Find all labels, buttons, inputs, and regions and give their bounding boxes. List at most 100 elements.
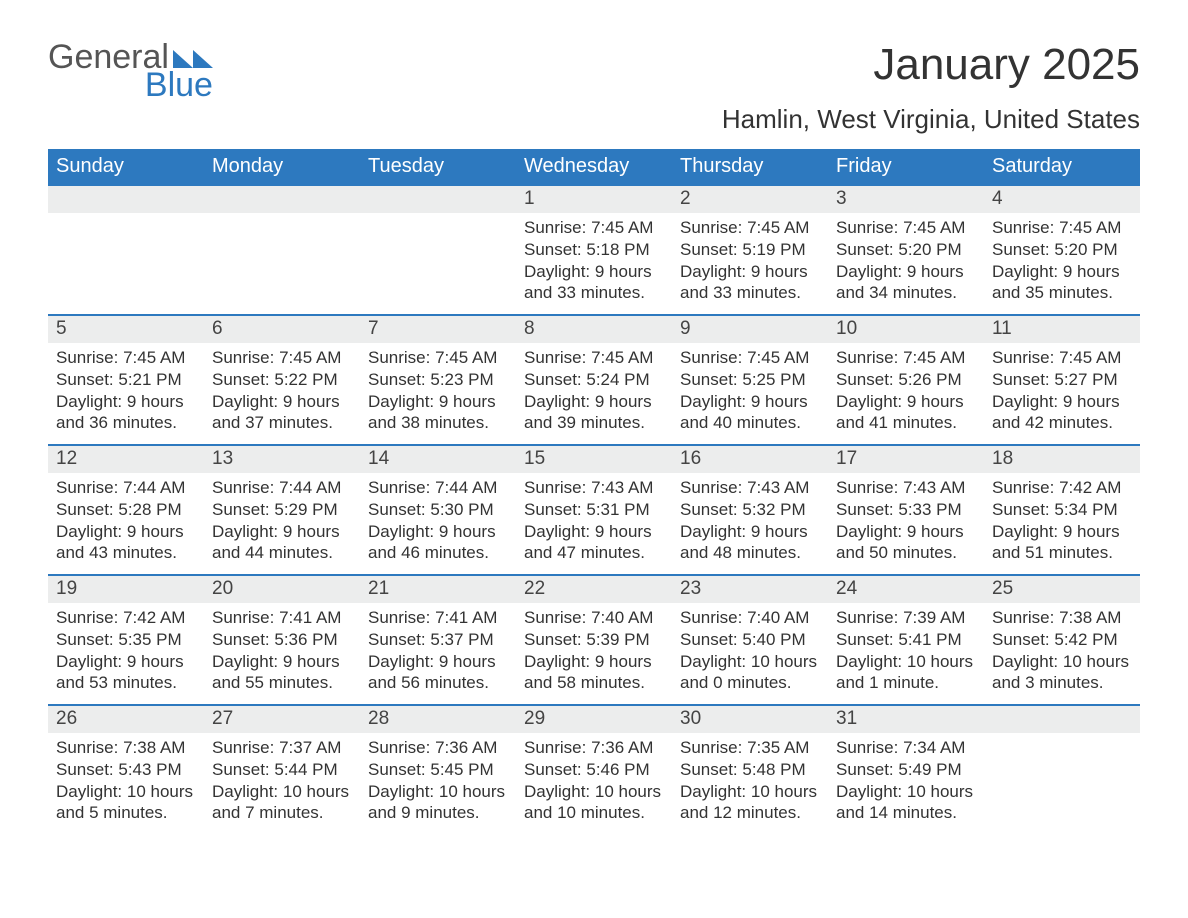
sunset-line: Sunset: 5:46 PM [524, 759, 664, 781]
day-cell: 31Sunrise: 7:34 AMSunset: 5:49 PMDayligh… [828, 706, 984, 834]
daylight-line: Daylight: 9 hours and 55 minutes. [212, 651, 352, 695]
sunset-line: Sunset: 5:31 PM [524, 499, 664, 521]
day-number: 12 [48, 446, 204, 473]
logo-mark-icon [173, 46, 213, 68]
day-body: Sunrise: 7:38 AMSunset: 5:43 PMDaylight:… [48, 733, 204, 828]
daylight-line: Daylight: 9 hours and 34 minutes. [836, 261, 976, 305]
daylight-line: Daylight: 10 hours and 12 minutes. [680, 781, 820, 825]
day-cell: 29Sunrise: 7:36 AMSunset: 5:46 PMDayligh… [516, 706, 672, 834]
day-cell: 24Sunrise: 7:39 AMSunset: 5:41 PMDayligh… [828, 576, 984, 704]
sunrise-line: Sunrise: 7:43 AM [524, 477, 664, 499]
day-cell: 7Sunrise: 7:45 AMSunset: 5:23 PMDaylight… [360, 316, 516, 444]
daylight-line: Daylight: 9 hours and 38 minutes. [368, 391, 508, 435]
sunrise-line: Sunrise: 7:44 AM [56, 477, 196, 499]
day-number [48, 186, 204, 213]
day-number: 9 [672, 316, 828, 343]
sunset-line: Sunset: 5:33 PM [836, 499, 976, 521]
day-number: 20 [204, 576, 360, 603]
sunrise-line: Sunrise: 7:45 AM [836, 217, 976, 239]
day-cell: 19Sunrise: 7:42 AMSunset: 5:35 PMDayligh… [48, 576, 204, 704]
day-number: 3 [828, 186, 984, 213]
day-body: Sunrise: 7:40 AMSunset: 5:40 PMDaylight:… [672, 603, 828, 698]
day-number: 22 [516, 576, 672, 603]
sunrise-line: Sunrise: 7:40 AM [680, 607, 820, 629]
day-cell: 8Sunrise: 7:45 AMSunset: 5:24 PMDaylight… [516, 316, 672, 444]
sunrise-line: Sunrise: 7:38 AM [56, 737, 196, 759]
day-number: 18 [984, 446, 1140, 473]
day-cell: 25Sunrise: 7:38 AMSunset: 5:42 PMDayligh… [984, 576, 1140, 704]
sunset-line: Sunset: 5:19 PM [680, 239, 820, 261]
daylight-line: Daylight: 10 hours and 3 minutes. [992, 651, 1132, 695]
day-cell [360, 186, 516, 314]
daylight-line: Daylight: 9 hours and 48 minutes. [680, 521, 820, 565]
daylight-line: Daylight: 9 hours and 47 minutes. [524, 521, 664, 565]
sunrise-line: Sunrise: 7:45 AM [368, 347, 508, 369]
daylight-line: Daylight: 10 hours and 1 minute. [836, 651, 976, 695]
daylight-line: Daylight: 10 hours and 10 minutes. [524, 781, 664, 825]
sunset-line: Sunset: 5:37 PM [368, 629, 508, 651]
day-cell: 20 Sunrise: 7:41 AMSunset: 5:36 PMDayligh… [204, 576, 360, 704]
week-row: 26Sunrise: 7:38 AMSunset: 5:43 PMDayligh… [48, 704, 1140, 834]
day-body: Sunrise: 7:45 AMSunset: 5:25 PMDaylight:… [672, 343, 828, 438]
sunrise-line: Sunrise: 7:45 AM [836, 347, 976, 369]
sunset-line: Sunset: 5:42 PM [992, 629, 1132, 651]
weekday-header: Saturday [984, 149, 1140, 186]
day-cell: 22Sunrise: 7:40 AMSunset: 5:39 PMDayligh… [516, 576, 672, 704]
day-cell: 2Sunrise: 7:45 AMSunset: 5:19 PMDaylight… [672, 186, 828, 314]
day-number: 14 [360, 446, 516, 473]
day-number: 28 [360, 706, 516, 733]
sunset-line: Sunset: 5:21 PM [56, 369, 196, 391]
sunrise-line: Sunrise: 7:45 AM [56, 347, 196, 369]
sunrise-line: Sunrise: 7:45 AM [524, 217, 664, 239]
day-number: 19 [48, 576, 204, 603]
sunset-line: Sunset: 5:41 PM [836, 629, 976, 651]
sunset-line: Sunset: 5:23 PM [368, 369, 508, 391]
sunrise-line: Sunrise: 7:42 AM [992, 477, 1132, 499]
day-body: Sunrise: 7:36 AMSunset: 5:46 PMDaylight:… [516, 733, 672, 828]
sunset-line: Sunset: 5:36 PM [212, 629, 352, 651]
day-number: 26 [48, 706, 204, 733]
calendar: SundayMondayTuesdayWednesdayThursdayFrid… [48, 149, 1140, 834]
day-body: Sunrise: 7:44 AMSunset: 5:30 PMDaylight:… [360, 473, 516, 568]
daylight-line: Daylight: 10 hours and 7 minutes. [212, 781, 352, 825]
daylight-line: Daylight: 9 hours and 43 minutes. [56, 521, 196, 565]
day-number [984, 706, 1140, 733]
daylight-line: Daylight: 9 hours and 58 minutes. [524, 651, 664, 695]
day-number: 25 [984, 576, 1140, 603]
daylight-line: Daylight: 9 hours and 36 minutes. [56, 391, 196, 435]
day-body: Sunrise: 7:45 AMSunset: 5:26 PMDaylight:… [828, 343, 984, 438]
sunrise-line: Sunrise: 7:45 AM [680, 347, 820, 369]
day-cell: 15Sunrise: 7:43 AMSunset: 5:31 PMDayligh… [516, 446, 672, 574]
day-body: Sunrise: 7:45 AMSunset: 5:23 PMDaylight:… [360, 343, 516, 438]
weeks-container: 1Sunrise: 7:45 AMSunset: 5:18 PMDaylight… [48, 186, 1140, 834]
daylight-line: Daylight: 9 hours and 33 minutes. [524, 261, 664, 305]
sunrise-line: Sunrise: 7:36 AM [368, 737, 508, 759]
day-body: Sunrise: 7:42 AMSunset: 5:34 PMDaylight:… [984, 473, 1140, 568]
day-body: Sunrise: 7:45 AMSunset: 5:24 PMDaylight:… [516, 343, 672, 438]
day-number: 31 [828, 706, 984, 733]
day-number: 10 [828, 316, 984, 343]
daylight-line: Daylight: 9 hours and 42 minutes. [992, 391, 1132, 435]
daylight-line: Daylight: 10 hours and 14 minutes. [836, 781, 976, 825]
day-number: 11 [984, 316, 1140, 343]
day-cell: 28Sunrise: 7:36 AMSunset: 5:45 PMDayligh… [360, 706, 516, 834]
sunrise-line: Sunrise: 7:41 AM [212, 607, 352, 629]
sunrise-line: Sunrise: 7:35 AM [680, 737, 820, 759]
sunset-line: Sunset: 5:18 PM [524, 239, 664, 261]
sunset-line: Sunset: 5:26 PM [836, 369, 976, 391]
day-body [360, 213, 516, 221]
day-cell: 27Sunrise: 7:37 AMSunset: 5:44 PMDayligh… [204, 706, 360, 834]
day-body: Sunrise: 7:43 AMSunset: 5:32 PMDaylight:… [672, 473, 828, 568]
day-number: 5 [48, 316, 204, 343]
daylight-line: Daylight: 9 hours and 41 minutes. [836, 391, 976, 435]
day-number: 2 [672, 186, 828, 213]
day-body: Sunrise: 7:45 AMSunset: 5:20 PMDaylight:… [984, 213, 1140, 308]
sunset-line: Sunset: 5:30 PM [368, 499, 508, 521]
sunset-line: Sunset: 5:32 PM [680, 499, 820, 521]
daylight-line: Daylight: 10 hours and 9 minutes. [368, 781, 508, 825]
day-cell: 14Sunrise: 7:44 AMSunset: 5:30 PMDayligh… [360, 446, 516, 574]
weekday-header: Thursday [672, 149, 828, 186]
day-body: Sunrise: 7:45 AMSunset: 5:18 PMDaylight:… [516, 213, 672, 308]
sunrise-line: Sunrise: 7:39 AM [836, 607, 976, 629]
week-row: 5Sunrise: 7:45 AMSunset: 5:21 PMDaylight… [48, 314, 1140, 444]
